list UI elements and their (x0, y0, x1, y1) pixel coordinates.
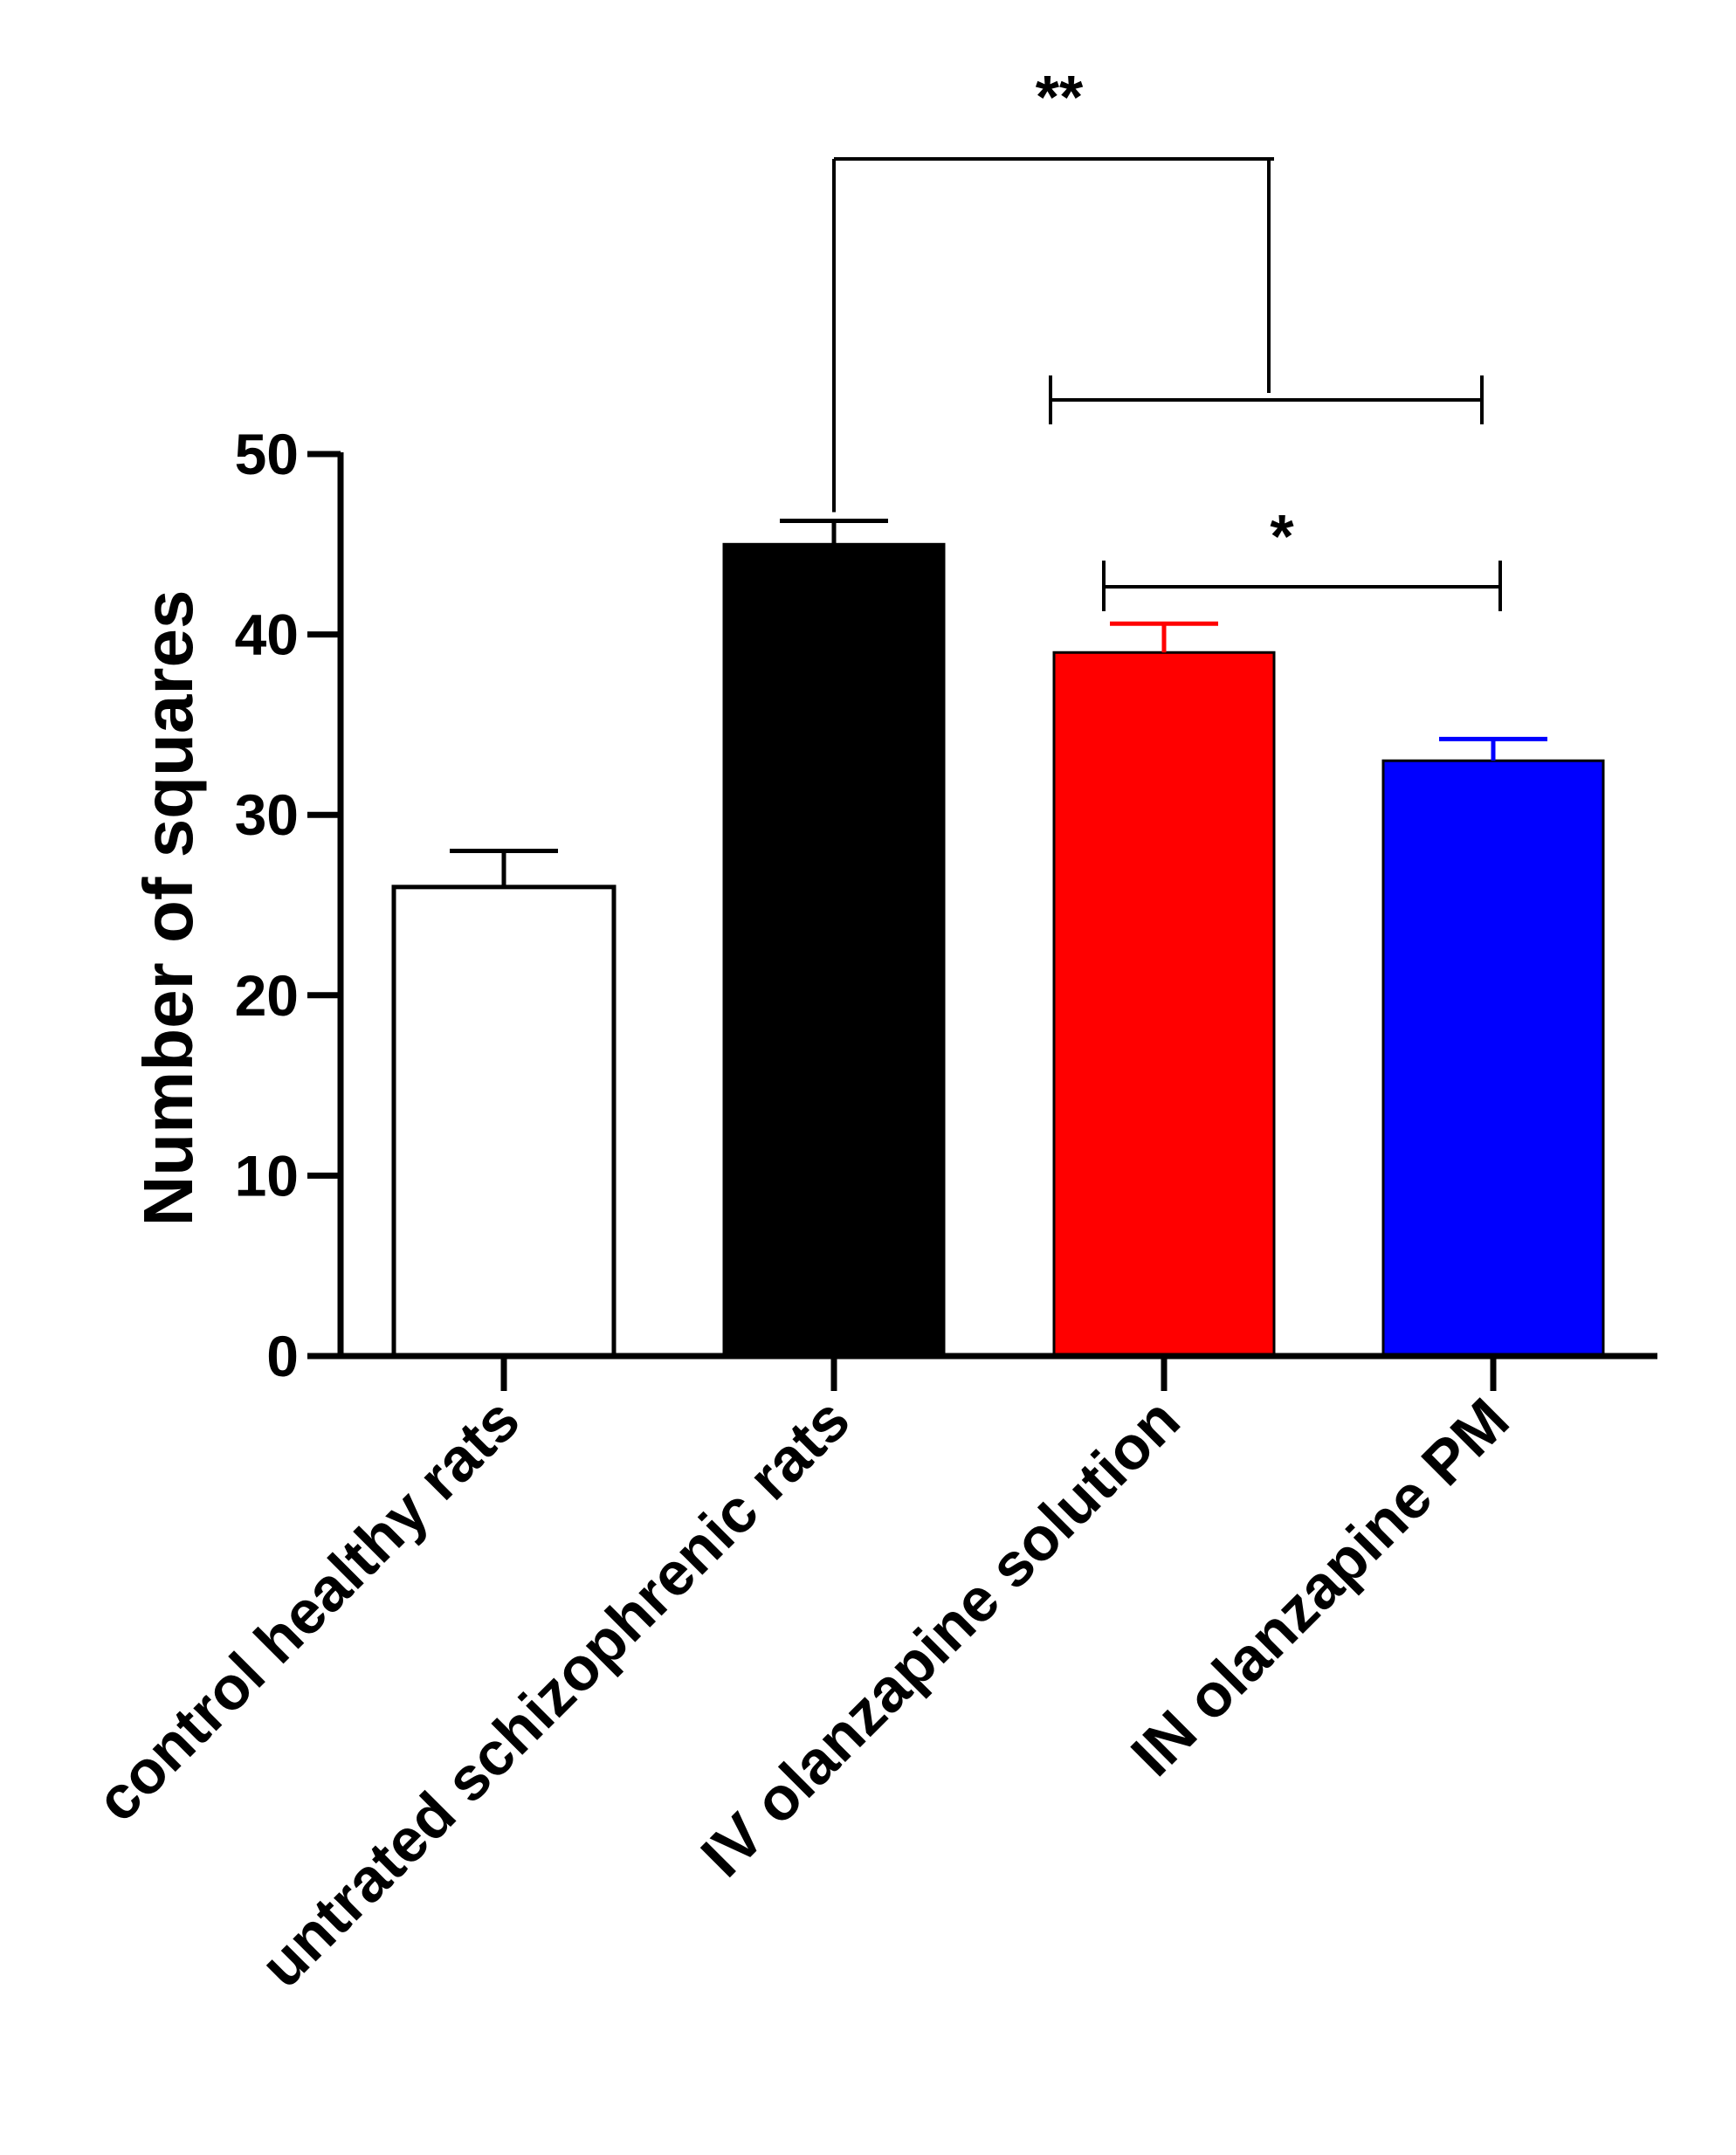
y-tick-label-50: 50 (235, 422, 299, 486)
y-tick-label-40: 40 (235, 602, 299, 667)
bar-3 (1052, 651, 1276, 1358)
y-tick-label-20: 20 (235, 963, 299, 1028)
bar-4 (1381, 759, 1605, 1358)
y-tick-label-30: 30 (235, 782, 299, 847)
bar-2 (722, 542, 946, 1358)
category-label-2: untrated schizophrenic rats (247, 1385, 862, 2000)
significance-label-double: ** (1036, 63, 1084, 131)
y-tick-label-0: 0 (266, 1324, 299, 1388)
significance-label-single: * (1270, 502, 1294, 570)
y-tick-label-10: 10 (235, 1143, 299, 1208)
bar-1 (391, 885, 617, 1359)
y-axis-title: Number of squares (129, 589, 207, 1226)
